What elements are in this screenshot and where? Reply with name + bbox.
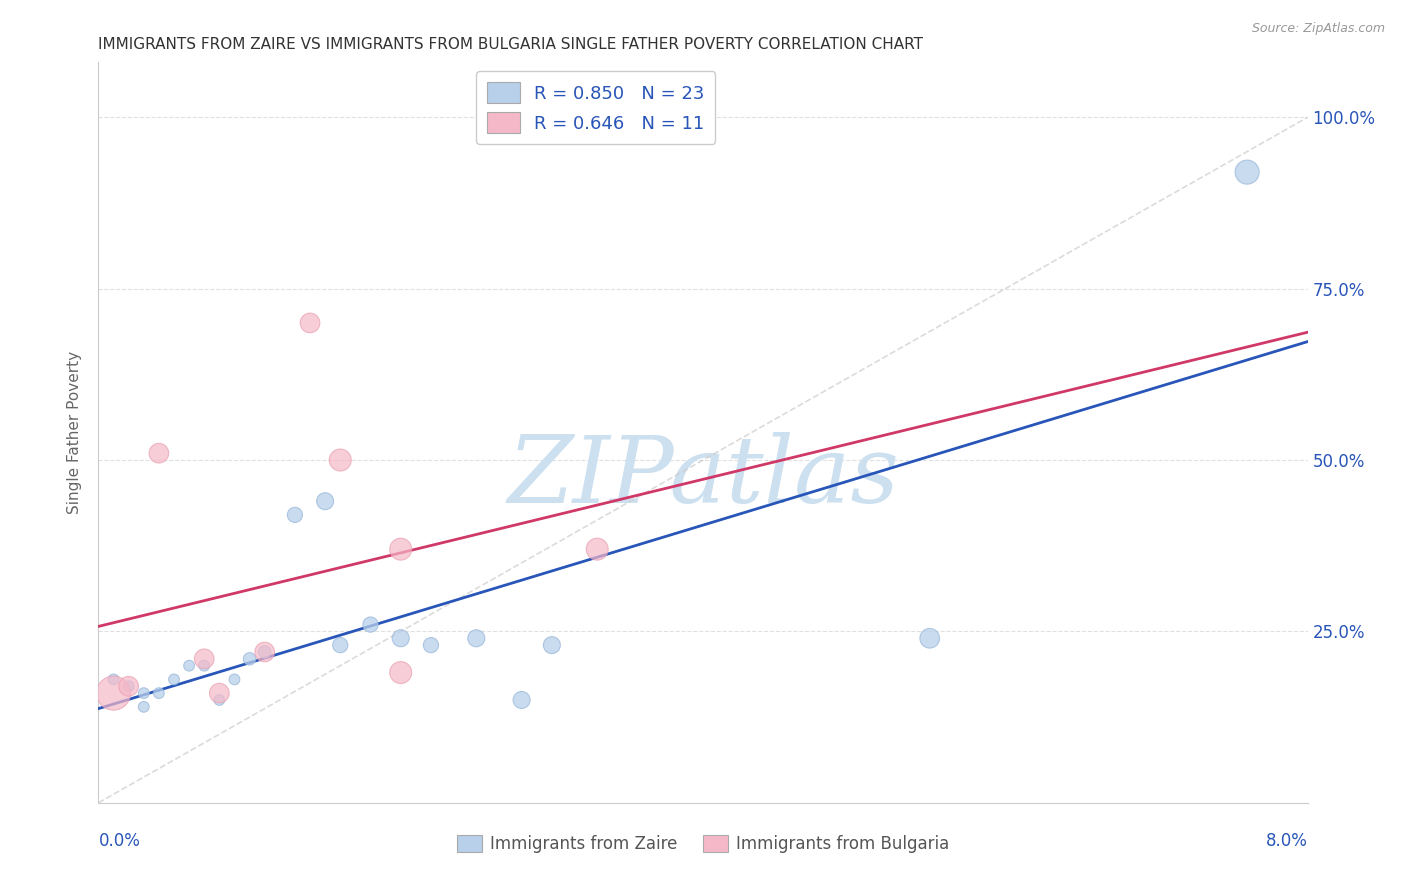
Point [918, 632, 941, 646]
Point [1236, 165, 1258, 179]
Text: Source: ZipAtlas.com: Source: ZipAtlas.com [1251, 22, 1385, 36]
Point [179, 658, 201, 673]
Point [103, 686, 125, 700]
Point [314, 494, 336, 508]
Point [148, 686, 170, 700]
Point [389, 542, 412, 557]
Point [163, 673, 186, 687]
Point [193, 652, 215, 666]
Text: ZIPatlas: ZIPatlas [508, 432, 898, 522]
Point [284, 508, 307, 522]
Point [103, 673, 125, 687]
Point [132, 686, 155, 700]
Point [360, 617, 382, 632]
Legend: Immigrants from Zaire, Immigrants from Bulgaria: Immigrants from Zaire, Immigrants from B… [449, 826, 957, 861]
Point [389, 632, 412, 646]
Point [208, 686, 231, 700]
Point [148, 446, 170, 460]
Point [586, 542, 609, 557]
Point [299, 316, 322, 330]
Point [420, 638, 443, 652]
Text: 0.0%: 0.0% [98, 832, 141, 850]
Point [510, 693, 533, 707]
Point [253, 645, 276, 659]
Point [118, 679, 141, 693]
Y-axis label: Single Father Poverty: Single Father Poverty [67, 351, 83, 514]
Point [193, 658, 215, 673]
Point [208, 693, 231, 707]
Point [253, 645, 276, 659]
Point [465, 632, 488, 646]
Point [329, 638, 352, 652]
Text: IMMIGRANTS FROM ZAIRE VS IMMIGRANTS FROM BULGARIA SINGLE FATHER POVERTY CORRELAT: IMMIGRANTS FROM ZAIRE VS IMMIGRANTS FROM… [98, 37, 924, 52]
Text: 8.0%: 8.0% [1265, 832, 1308, 850]
Point [239, 652, 262, 666]
Point [132, 699, 155, 714]
Point [540, 638, 562, 652]
Point [389, 665, 412, 680]
Point [329, 453, 352, 467]
Point [118, 679, 141, 693]
Point [224, 673, 246, 687]
